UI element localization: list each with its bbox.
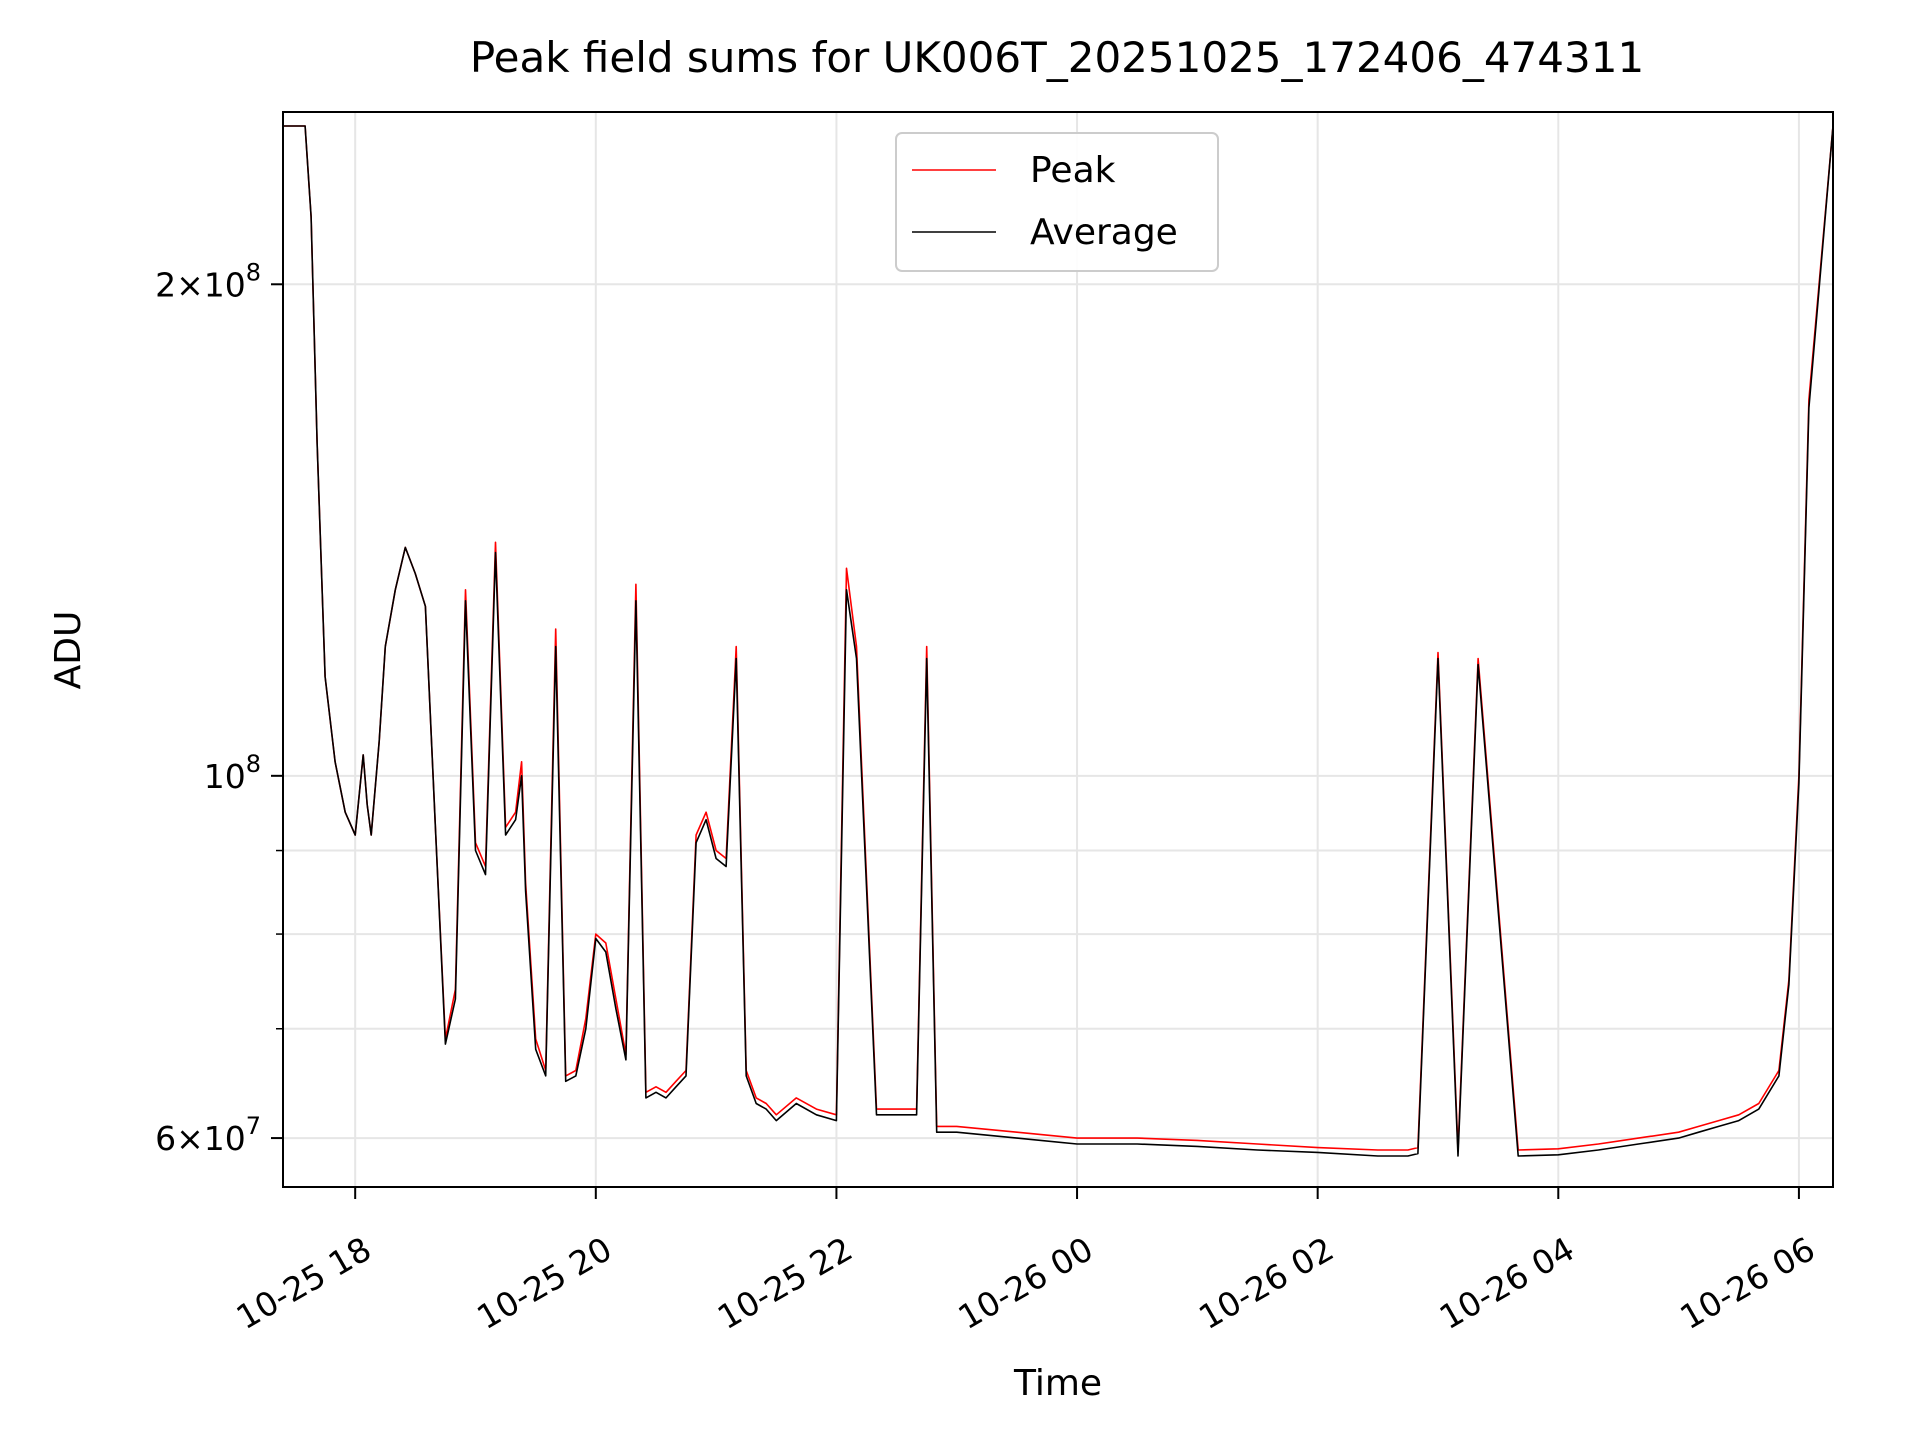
x-axis-label: Time — [1013, 1363, 1102, 1404]
y-axis-ticks: 6×107 108 2×108 — [155, 258, 283, 1158]
y-tick-label: 108 — [204, 750, 261, 796]
legend: Peak Average — [895, 132, 1219, 272]
y-tick-label: 6×107 — [155, 1112, 261, 1158]
y-axis-label: ADU — [48, 611, 89, 690]
legend-box — [895, 132, 1219, 272]
legend-label-peak: Peak — [1030, 150, 1116, 191]
plot-series — [283, 125, 1833, 1157]
series-line-average — [283, 125, 1833, 1157]
plot-frame — [282, 111, 1834, 1188]
chart-title: Peak field sums for UK006T_20251025_1724… — [470, 33, 1644, 82]
grid — [283, 112, 1833, 1187]
y-tick-label: 2×108 — [155, 258, 261, 304]
legend-label-average: Average — [1030, 212, 1178, 253]
